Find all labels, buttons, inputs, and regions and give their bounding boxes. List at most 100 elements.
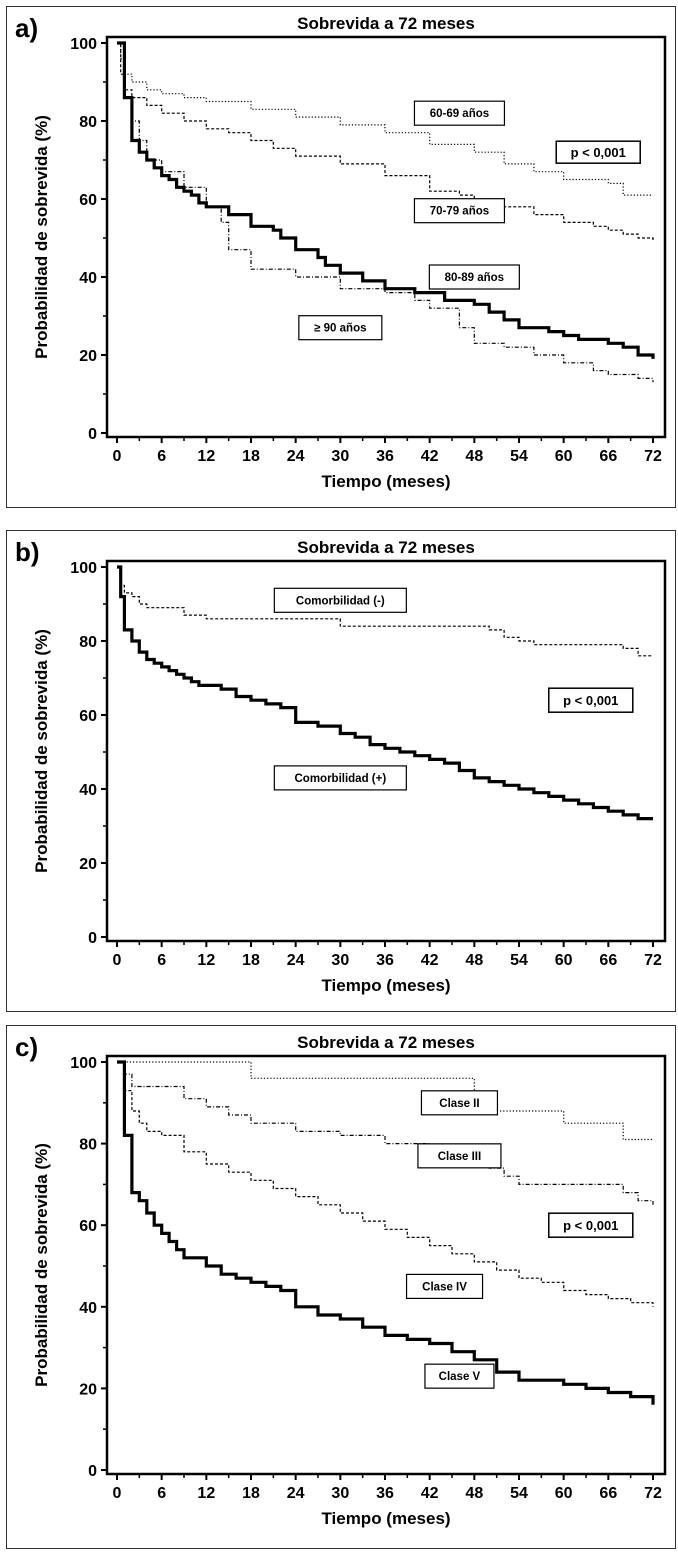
curve-label: Comorbilidad (+) — [273, 765, 407, 791]
x-tick-label: 6 — [157, 1485, 166, 1502]
curve-label-text: 60-69 años — [430, 108, 489, 120]
x-axis-label: Tiempo (meses) — [321, 1509, 450, 1528]
survival-curve — [117, 41, 655, 359]
x-tick-label: 48 — [465, 1485, 483, 1502]
x-tick-label: 42 — [421, 448, 439, 465]
y-tick-label: 100 — [70, 560, 97, 577]
curve-label: Clase II — [420, 1090, 499, 1116]
y-tick-label: 100 — [70, 36, 97, 53]
y-tick-label: 80 — [79, 1137, 97, 1154]
x-tick-label: 48 — [465, 952, 483, 969]
curve-label-box — [424, 1363, 495, 1389]
x-tick-label: 18 — [242, 952, 260, 969]
p-value-text: p < 0,001 — [571, 145, 626, 160]
curve-label: ≥ 90 años — [298, 315, 383, 341]
curve-label-text: Comorbilidad (+) — [294, 773, 386, 785]
y-tick-label: 20 — [79, 856, 97, 873]
x-tick-label: 18 — [242, 448, 260, 465]
curve-label: 60-69 años — [413, 100, 506, 126]
panel-a: a) Sobrevida a 72 meses 0 20 40 60 80 100 0 6 12 1… — [6, 6, 676, 508]
y-tick-label: 40 — [79, 782, 97, 799]
x-tick-label: 72 — [644, 448, 662, 465]
chart-title: Sobrevida a 72 meses — [297, 14, 475, 33]
curve-label-text: 70-79 años — [430, 206, 489, 218]
curve-label: 80-89 años — [428, 264, 520, 290]
x-tick-label: 30 — [331, 1485, 349, 1502]
y-tick-label: 0 — [88, 426, 97, 443]
x-tick-label: 30 — [331, 448, 349, 465]
panel-letter: a) — [15, 13, 39, 43]
x-tick-label: 54 — [510, 448, 528, 465]
curve-label: Clase V — [424, 1363, 495, 1389]
y-axis-label: Probabilidad de sobrevida (%) — [32, 1143, 51, 1387]
x-tick-label: 30 — [331, 952, 349, 969]
curve-label-text: Comorbilidad (-) — [296, 595, 385, 607]
y-tick-label: 0 — [88, 1463, 97, 1480]
x-tick-label: 18 — [242, 1485, 260, 1502]
curve-label-text: Clase II — [439, 1098, 479, 1110]
curve-label-text: Clase IV — [422, 1281, 467, 1293]
x-axis-label: Tiempo (meses) — [321, 472, 450, 491]
p-value-box — [548, 1212, 634, 1238]
p-value-annotation: p < 0,001 — [548, 1212, 634, 1238]
curve-label-box — [420, 1090, 499, 1116]
y-tick-label: 80 — [79, 114, 97, 131]
x-tick-label: 36 — [376, 952, 394, 969]
p-value-box — [555, 140, 641, 164]
x-tick-label: 12 — [197, 448, 215, 465]
p-value-annotation: p < 0,001 — [555, 140, 641, 164]
curve-label-box — [417, 1143, 502, 1169]
x-axis-label: Tiempo (meses) — [321, 976, 450, 995]
survival-curve — [117, 42, 654, 383]
curve-label: 70-79 años — [413, 198, 506, 224]
panel-letter: b) — [15, 537, 40, 567]
plot-frame — [105, 559, 667, 943]
x-tick-label: 0 — [113, 1485, 122, 1502]
curve-label: Clase III — [417, 1143, 502, 1169]
panel-letter: c) — [15, 1032, 39, 1062]
x-tick-label: 54 — [510, 952, 528, 969]
curve-label-box — [298, 315, 383, 341]
y-tick-label: 60 — [79, 192, 97, 209]
survival-curve — [117, 42, 654, 242]
survival-curve — [117, 565, 653, 821]
x-tick-label: 42 — [421, 952, 439, 969]
y-tick-label: 40 — [79, 1300, 97, 1317]
x-tick-label: 24 — [287, 952, 305, 969]
y-tick-label: 20 — [79, 348, 97, 365]
curve-label-text: Clase V — [439, 1371, 481, 1383]
x-tick-label: 60 — [555, 448, 573, 465]
y-tick-label: 80 — [79, 634, 97, 651]
curve-label-box — [273, 765, 407, 791]
x-tick-label: 60 — [555, 1485, 573, 1502]
chart-title: Sobrevida a 72 meses — [297, 1033, 475, 1052]
curve-label-text: 80-89 años — [445, 272, 504, 284]
x-tick-label: 36 — [376, 1485, 394, 1502]
survival-chart-b: Sobrevida a 72 meses 0 20 40 60 80 100 0 6 12 18 24… — [32, 538, 667, 995]
panel-c: c) Sobrevida a 72 meses 0 20 40 60 80 100 0 6 12 1… — [6, 1025, 676, 1549]
curve-label-box — [273, 587, 407, 613]
plot-frame — [105, 1054, 667, 1476]
x-tick-label: 12 — [197, 1485, 215, 1502]
survival-curve — [117, 1061, 654, 1307]
x-tick-label: 66 — [599, 1485, 617, 1502]
curve-label-box — [413, 198, 506, 224]
curve-label: Clase IV — [405, 1273, 484, 1299]
survival-curve — [117, 1061, 653, 1141]
y-tick-label: 60 — [79, 708, 97, 725]
curve-label-text: ≥ 90 años — [314, 323, 366, 335]
x-tick-label: 54 — [510, 1485, 528, 1502]
x-tick-label: 0 — [113, 448, 122, 465]
survival-curve — [117, 566, 653, 657]
x-tick-label: 66 — [599, 448, 617, 465]
x-tick-label: 36 — [376, 448, 394, 465]
x-tick-label: 24 — [287, 448, 305, 465]
y-tick-label: 40 — [79, 270, 97, 287]
x-tick-label: 24 — [287, 1485, 305, 1502]
x-tick-label: 66 — [599, 952, 617, 969]
y-axis-label: Probabilidad de sobrevida (%) — [32, 115, 51, 359]
x-tick-label: 6 — [157, 952, 166, 969]
curve-label-box — [413, 100, 506, 126]
x-tick-label: 0 — [113, 952, 122, 969]
panel-b: b) Sobrevida a 72 meses 0 20 40 60 80 100 0 6 12 1… — [6, 530, 676, 1012]
